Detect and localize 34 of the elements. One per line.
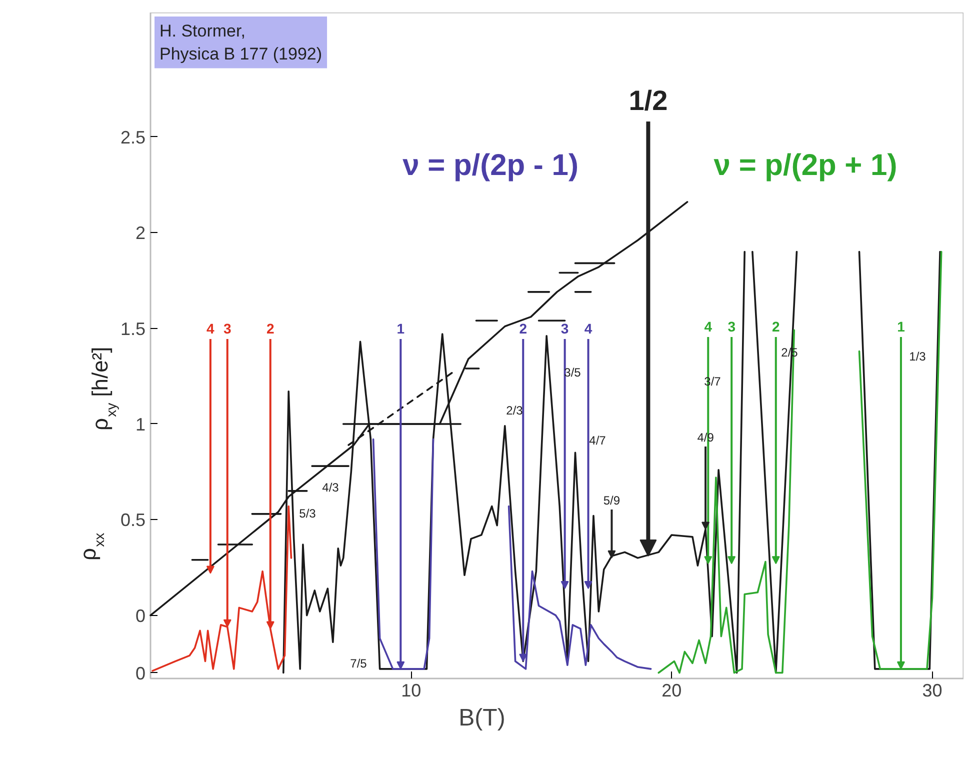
y-tick-label: 0 (135, 606, 146, 626)
y-tick-label: 1.5 (120, 318, 146, 339)
annotation: 2 (266, 320, 274, 336)
annotation: 1/2 (628, 85, 668, 116)
annotation: 4/7 (589, 434, 606, 448)
annotation: 4 (206, 320, 215, 336)
annotation: 2 (519, 320, 528, 336)
y-tick-label: 2.5 (120, 127, 146, 148)
annotation: H. Stormer, Physica B 177 (1992) (160, 22, 322, 64)
x-tick-label: 20 (662, 680, 682, 700)
annotation: ν = p/(2p + 1) (714, 149, 898, 182)
annotation: 1 (396, 320, 405, 336)
x-axis-title: B(T) (458, 704, 506, 732)
y-tick-label: 2 (135, 223, 146, 244)
annotation: 4 (704, 318, 712, 334)
annotation: 1/3 (909, 350, 926, 364)
y-axis-title: ρxy [h/e²] (88, 346, 120, 430)
y-tick-label: 0 (135, 663, 146, 684)
annotation: 5/3 (299, 506, 316, 520)
x-tick-label: 30 (922, 680, 942, 700)
text: ρxx (76, 532, 108, 560)
annotation: ν = p/(2p - 1) (402, 149, 578, 182)
annotation: 7/5 (350, 656, 368, 670)
annotation: 1 (897, 318, 906, 334)
x-tick-label: 10 (401, 680, 422, 700)
annotation: 5/9 (603, 494, 620, 508)
annotation: 3 (728, 318, 736, 334)
annotation: 2 (772, 318, 780, 334)
y-tick-label: 1 (135, 414, 146, 434)
annotation: 3 (560, 320, 569, 336)
annotation: 3 (223, 320, 232, 336)
annotation: 4/3 (322, 480, 340, 494)
y-tick-label: 0.5 (120, 510, 146, 530)
annotation: 4 (584, 320, 592, 336)
